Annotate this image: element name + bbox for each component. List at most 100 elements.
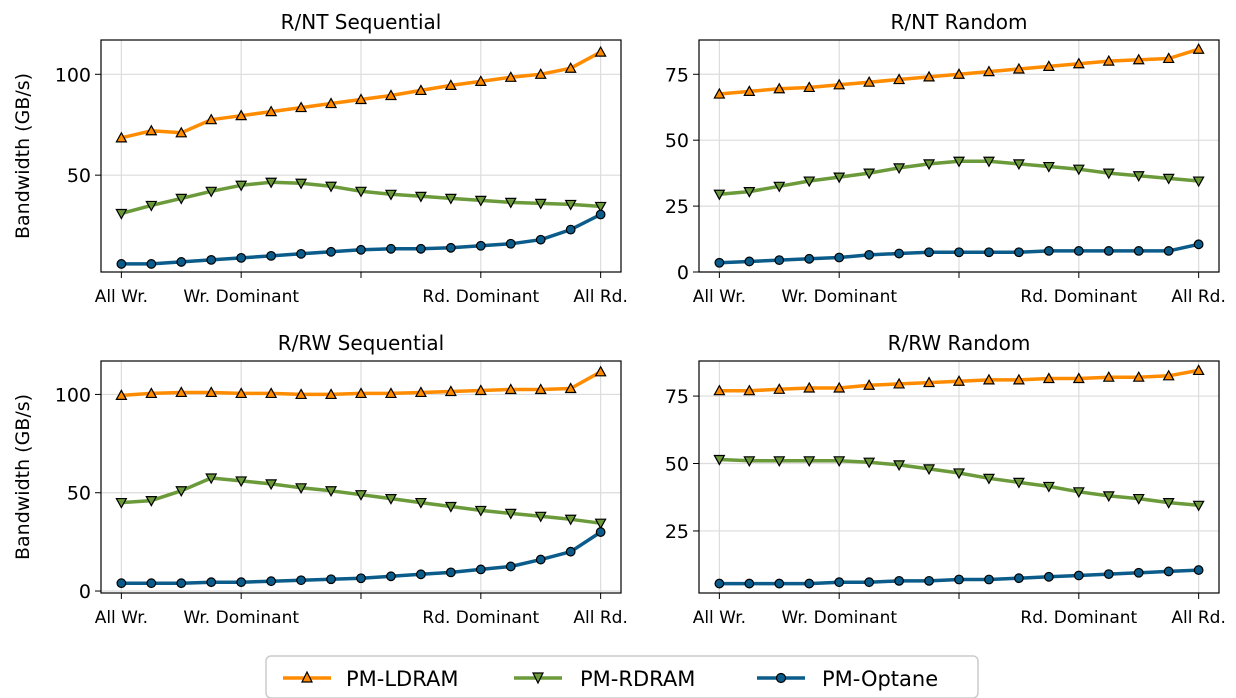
data-point: [235, 180, 248, 192]
data-point: [834, 577, 845, 588]
data-point: [713, 189, 726, 201]
y-tick-label: 50: [665, 130, 689, 152]
data-point: [176, 578, 187, 589]
data-point: [474, 384, 487, 396]
data-point: [236, 577, 247, 588]
data-point: [115, 208, 128, 220]
y-tick-label: 75: [665, 64, 689, 86]
data-point: [325, 97, 338, 109]
data-point: [774, 255, 785, 266]
data-point: [115, 389, 128, 401]
data-point: [504, 71, 517, 82]
data-point: [894, 575, 904, 586]
data-point: [534, 198, 547, 210]
data-point: [743, 384, 756, 396]
data-point: [923, 376, 936, 388]
legend-item-rdram: PM-RDRAM: [514, 667, 695, 691]
data-point: [982, 473, 995, 485]
data-point: [773, 181, 786, 193]
data-point: [116, 259, 127, 269]
data-point: [416, 243, 426, 254]
data-point: [1103, 246, 1114, 256]
data-point: [205, 186, 218, 198]
data-point: [116, 578, 127, 589]
data-point: [952, 468, 966, 480]
data-point: [445, 567, 456, 578]
data-point: [1102, 491, 1115, 503]
data-point: [354, 93, 368, 105]
data-point: [534, 68, 547, 79]
x-tick-label: All Rd.: [573, 608, 628, 628]
data-point: [534, 383, 547, 395]
data-point: [295, 178, 308, 190]
legend-label-ldram: PM-LDRAM: [346, 667, 458, 691]
data-point: [1132, 370, 1145, 382]
plot-frame: [100, 360, 622, 594]
data-point: [952, 156, 966, 168]
legend: PM-LDRAM PM-RDRAM PM-Optane: [265, 655, 979, 698]
data-point: [325, 486, 338, 497]
data-point: [535, 554, 546, 565]
data-point: [833, 456, 846, 468]
data-point: [893, 73, 906, 85]
data-point: [505, 561, 516, 572]
data-point: [236, 252, 247, 263]
data-point: [505, 238, 516, 249]
data-point: [1192, 364, 1205, 376]
data-point: [714, 578, 725, 589]
x-tick-label: Wr. Dominant: [183, 608, 299, 628]
y-tick-label: 100: [55, 384, 91, 406]
data-point: [444, 501, 457, 513]
data-point: [773, 82, 786, 94]
data-point: [1162, 173, 1175, 185]
data-point: [534, 511, 547, 523]
data-point: [713, 384, 726, 396]
data-point: [416, 569, 426, 580]
data-point: [474, 505, 487, 517]
data-point: [1103, 569, 1114, 580]
data-point: [773, 456, 786, 468]
data-point: [595, 209, 606, 220]
data-point: [594, 201, 607, 213]
data-point: [982, 65, 995, 77]
data-point: [206, 254, 217, 265]
data-point: [773, 383, 786, 394]
y-tick-label: 50: [67, 483, 91, 505]
y-tick-label: 50: [67, 165, 91, 187]
data-point: [265, 479, 278, 491]
chart-title: R/NT Random: [891, 10, 1028, 34]
data-point: [1012, 373, 1025, 385]
data-point: [145, 124, 158, 136]
x-tick-label: All Wr.: [95, 608, 148, 628]
data-point: [924, 575, 934, 586]
data-point: [864, 249, 875, 260]
data-point: [1192, 500, 1205, 512]
data-point: [265, 387, 278, 399]
data-point: [296, 575, 306, 586]
data-point: [564, 62, 577, 73]
data-point: [594, 45, 607, 57]
data-point: [474, 195, 487, 207]
data-point: [803, 381, 816, 393]
data-point: [594, 518, 607, 530]
legend-box: [265, 655, 979, 698]
data-point: [1133, 246, 1144, 256]
data-point: [235, 109, 248, 121]
plot-frame: [698, 39, 1220, 273]
data-point: [984, 574, 994, 585]
data-point: [325, 388, 338, 400]
panels: R/NT Sequential Bandwidth (GB/s) All Wr. Wr…: [12, 10, 1226, 628]
data-point: [952, 374, 966, 386]
y-tick-label: 100: [55, 64, 91, 86]
chart-title: R/RW Sequential: [278, 331, 444, 355]
x-tick-label: All Rd.: [1171, 287, 1226, 307]
legend-marker-optane: [775, 672, 787, 684]
data-point: [384, 494, 397, 505]
data-point: [296, 248, 306, 259]
data-point: [356, 244, 366, 255]
x-tick-label: All Wr.: [95, 287, 148, 307]
data-point: [474, 75, 487, 86]
y-tick-label: 0: [677, 262, 689, 284]
data-point: [982, 373, 995, 385]
